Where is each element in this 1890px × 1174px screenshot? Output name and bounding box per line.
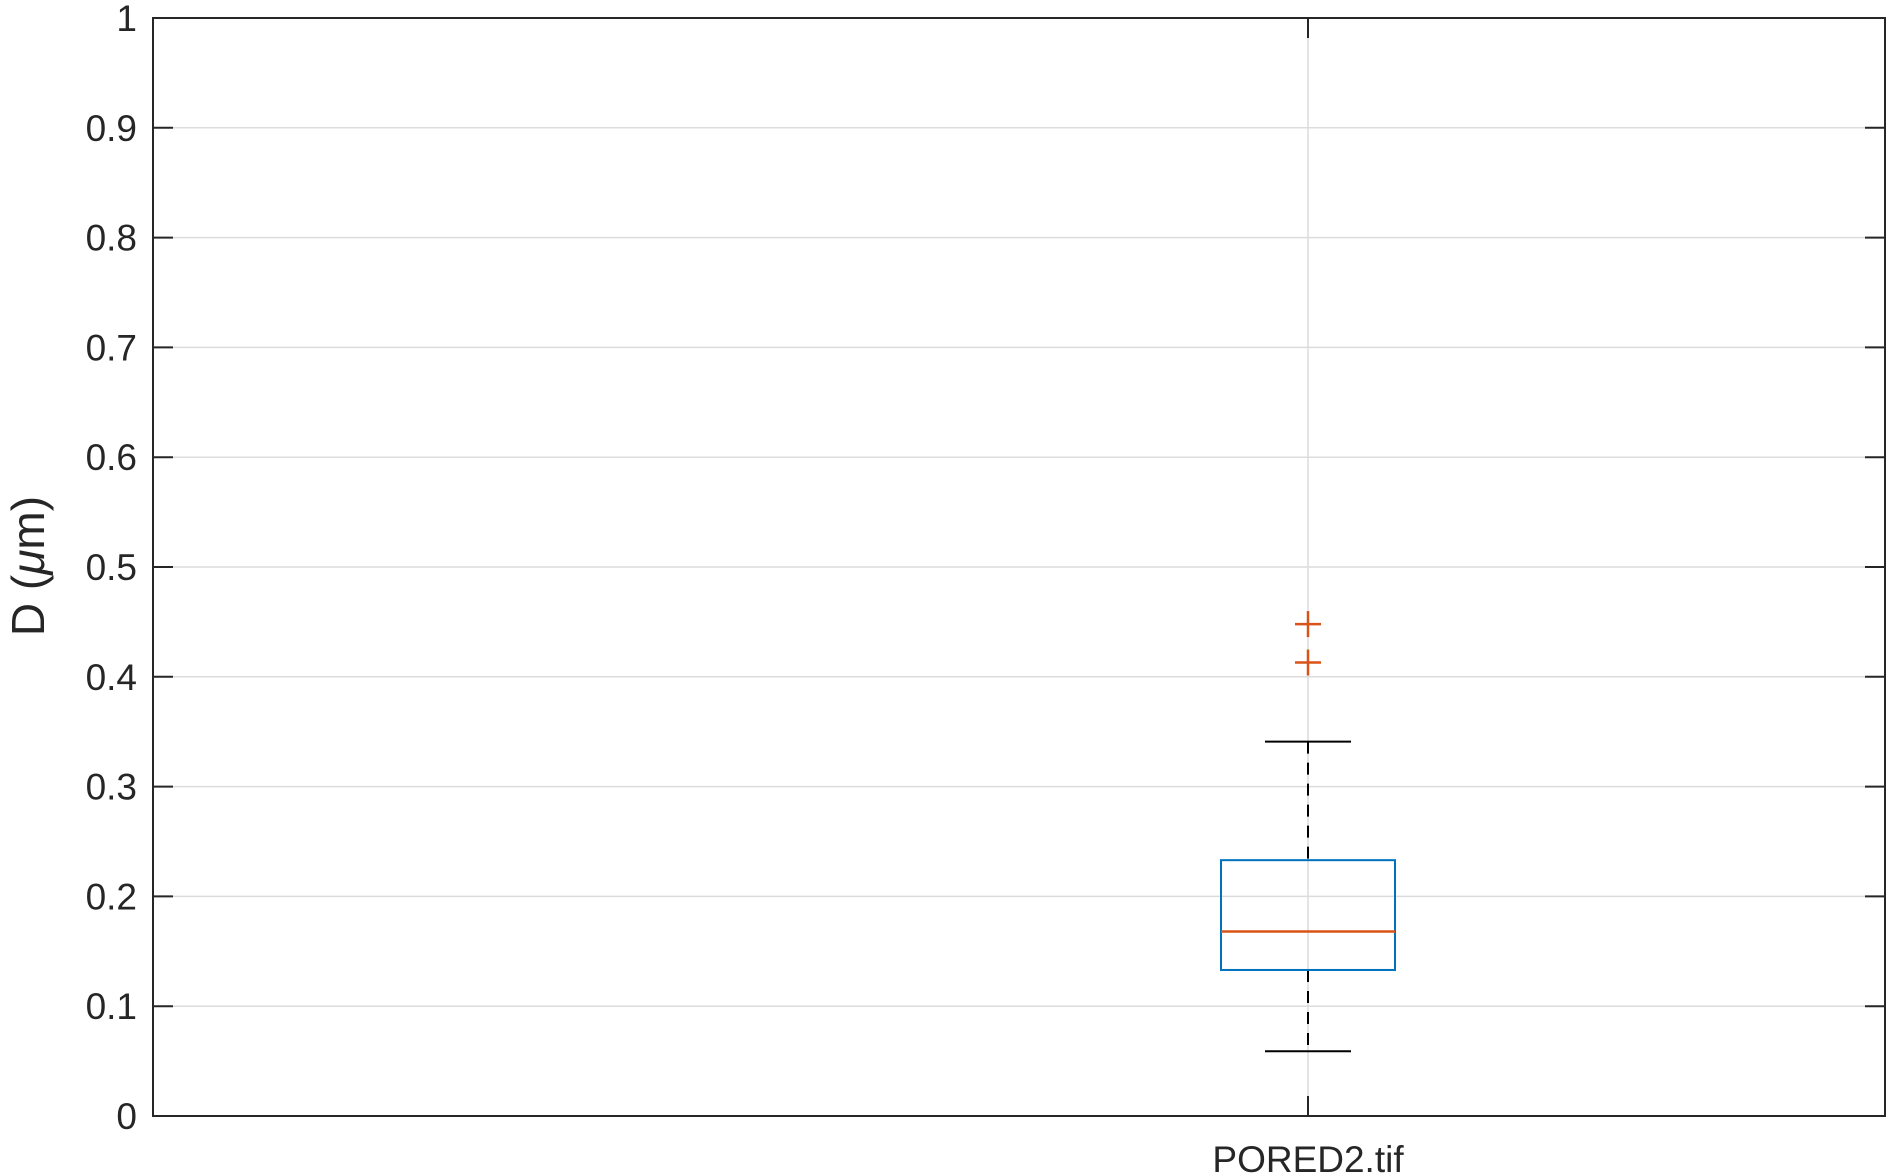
- y-axis-label: D (μm): [2, 496, 54, 636]
- x-tick-labels: PORED2.tif: [1212, 1139, 1404, 1174]
- iqr-box: [1220, 859, 1396, 971]
- outlier-marker-0: [1295, 649, 1321, 676]
- box-marks: [1220, 611, 1396, 1053]
- y-tick-label-10: 1: [116, 0, 137, 39]
- y-ticks: 0 0.1 0.2 0.3 0.4 0.5 0.6 0.7 0.8 0.9 1: [86, 0, 1885, 1137]
- y-axis-label-prefix: D (: [2, 574, 54, 636]
- y-tick-label-5: 0.5: [86, 547, 137, 588]
- y-tick-label-3: 0.3: [86, 767, 137, 808]
- y-tick-label-0: 0: [116, 1096, 137, 1137]
- y-tick-label-9: 0.9: [86, 108, 137, 149]
- y-axis-label-suffix: m): [2, 496, 54, 550]
- y-tick-label-2: 0.2: [86, 876, 137, 917]
- y-tick-label-6: 0.6: [86, 437, 137, 478]
- y-tick-label-8: 0.8: [86, 218, 137, 259]
- y-tick-label-4: 0.4: [86, 657, 137, 698]
- y-tick-label-7: 0.7: [86, 327, 137, 368]
- x-tick-label-0: PORED2.tif: [1212, 1139, 1404, 1174]
- y-axis-label-mu: μ: [2, 550, 54, 576]
- y-tick-label-1: 0.1: [86, 986, 137, 1027]
- grid-lines: [153, 18, 1885, 1116]
- outlier-marker-1: [1295, 611, 1321, 638]
